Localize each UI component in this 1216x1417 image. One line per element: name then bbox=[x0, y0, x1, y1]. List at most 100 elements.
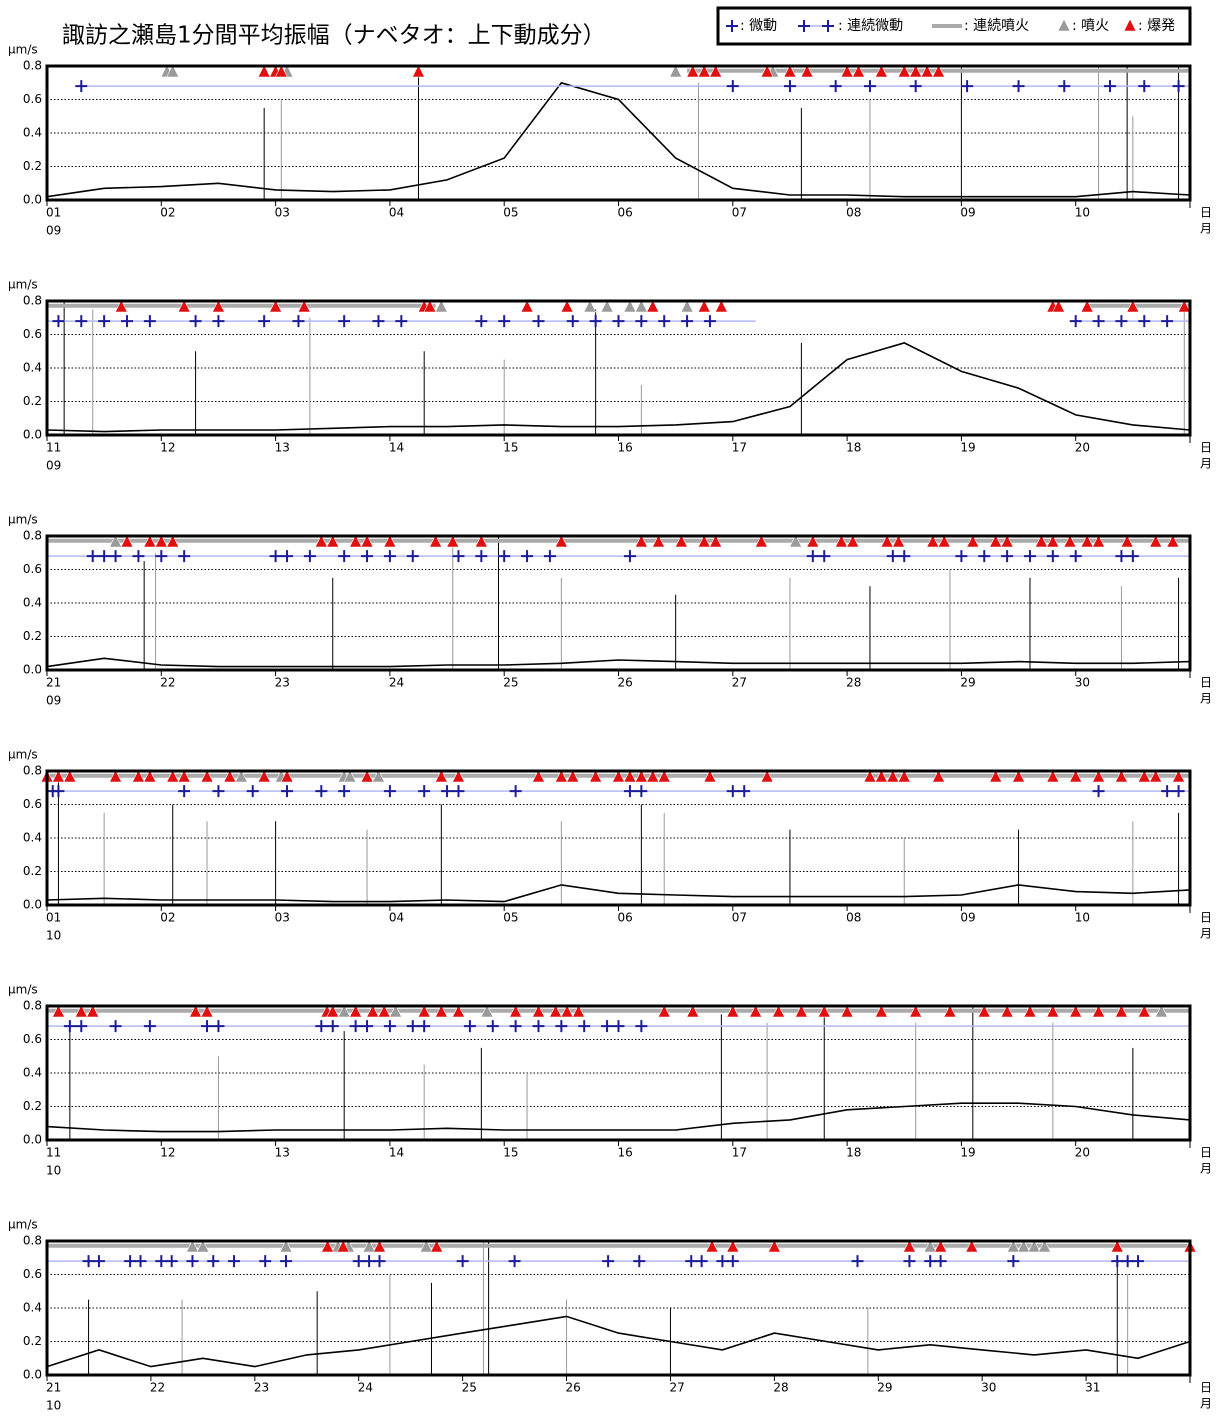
explosion-marker bbox=[1092, 534, 1106, 548]
explosion-marker bbox=[1023, 1004, 1037, 1018]
tremor-cross bbox=[822, 20, 834, 32]
tremor-cross bbox=[612, 315, 625, 328]
explosion-marker bbox=[51, 1004, 65, 1018]
x-tick-label: 03 bbox=[275, 206, 290, 220]
tremor-cross bbox=[1012, 80, 1025, 93]
x-tick-label: 02 bbox=[160, 206, 175, 220]
tremor-marker bbox=[338, 785, 351, 798]
eruption-marker bbox=[234, 769, 248, 783]
tremor-cross bbox=[475, 315, 488, 328]
tremor-cross bbox=[338, 315, 351, 328]
y-tick-label: 0.2 bbox=[23, 864, 42, 878]
tremor-marker bbox=[1001, 550, 1014, 563]
explosion-marker bbox=[852, 64, 866, 78]
explosion-marker bbox=[589, 769, 603, 783]
month-unit: 月 bbox=[1200, 222, 1212, 236]
tremor-marker bbox=[189, 315, 202, 328]
day-unit: 日 bbox=[1200, 441, 1212, 455]
x-tick-label: 19 bbox=[960, 1146, 975, 1160]
explosion-marker bbox=[767, 1239, 781, 1253]
tremor-marker bbox=[633, 1255, 646, 1268]
tremor-marker bbox=[363, 1255, 376, 1268]
y-unit: μm/s bbox=[8, 278, 38, 292]
explosion-marker bbox=[223, 769, 237, 783]
explosion-marker bbox=[1092, 769, 1106, 783]
tremor-marker bbox=[1115, 315, 1128, 328]
tremor-marker bbox=[1092, 785, 1105, 798]
explosion-marker bbox=[166, 769, 180, 783]
tremor-cross bbox=[726, 80, 739, 93]
tremor-cross bbox=[1161, 785, 1174, 798]
tremor-cross bbox=[863, 80, 876, 93]
legend-label: : 微動 bbox=[740, 18, 777, 34]
amplitude-line bbox=[46, 657, 1191, 668]
explosion-marker bbox=[434, 769, 448, 783]
explosion-marker bbox=[726, 1239, 740, 1253]
tremor-cross bbox=[695, 1255, 708, 1268]
tremor-cross bbox=[532, 315, 545, 328]
explosion-marker bbox=[51, 769, 65, 783]
explosion-marker bbox=[1126, 299, 1140, 313]
tremor-marker bbox=[475, 550, 488, 563]
y-tick-label: 0.8 bbox=[23, 1234, 42, 1248]
tremor-marker bbox=[259, 1255, 272, 1268]
tremor-marker bbox=[685, 1255, 698, 1268]
tremor-marker bbox=[52, 785, 65, 798]
x-tick-label: 22 bbox=[160, 676, 175, 690]
explosion-marker bbox=[143, 769, 157, 783]
tremor-marker bbox=[1069, 315, 1082, 328]
tremor-marker bbox=[475, 315, 488, 328]
tremor-marker bbox=[98, 315, 111, 328]
y-tick-label: 0.2 bbox=[23, 159, 42, 173]
x-tick-label: 29 bbox=[960, 676, 975, 690]
eruption-marker bbox=[371, 769, 385, 783]
month-label: 09 bbox=[46, 694, 61, 708]
x-tick-label: 17 bbox=[732, 441, 747, 455]
explosion-marker bbox=[554, 769, 568, 783]
tremor-marker bbox=[1023, 550, 1036, 563]
tremor-marker bbox=[1126, 550, 1139, 563]
tremor-marker bbox=[978, 550, 991, 563]
explosion-marker bbox=[1149, 534, 1163, 548]
x-tick-label: 28 bbox=[846, 676, 861, 690]
tremor-cross bbox=[189, 315, 202, 328]
tremor-cross bbox=[726, 785, 739, 798]
explosion-marker bbox=[726, 1004, 740, 1018]
explosion-marker bbox=[634, 534, 648, 548]
tremor-cross bbox=[589, 315, 602, 328]
tremor-marker bbox=[806, 550, 819, 563]
tremor-cross bbox=[1138, 80, 1151, 93]
tremor-marker bbox=[695, 1255, 708, 1268]
eruption-marker bbox=[1154, 1004, 1168, 1018]
explosion-marker bbox=[874, 64, 888, 78]
tremor-cross bbox=[886, 550, 899, 563]
tremor-marker bbox=[326, 1020, 339, 1033]
x-tick-label: 16 bbox=[618, 441, 633, 455]
explosion-marker bbox=[874, 1004, 888, 1018]
explosion-marker bbox=[760, 64, 774, 78]
tremor-cross bbox=[566, 315, 579, 328]
eruption-marker bbox=[480, 1004, 494, 1018]
explosion-marker bbox=[686, 64, 700, 78]
x-tick-label: 13 bbox=[275, 1146, 290, 1160]
month-label: 10 bbox=[46, 929, 61, 943]
x-tick-label: 25 bbox=[503, 676, 518, 690]
x-tick-label: 10 bbox=[1075, 206, 1090, 220]
x-tick-label: 24 bbox=[358, 1381, 373, 1395]
explosion-marker bbox=[800, 64, 814, 78]
tremor-cross bbox=[978, 550, 991, 563]
x-tick-label: 28 bbox=[773, 1381, 788, 1395]
tremor-cross bbox=[1058, 80, 1071, 93]
explosion-marker bbox=[1166, 534, 1180, 548]
explosion-marker bbox=[697, 299, 711, 313]
explosion-marker bbox=[794, 1004, 808, 1018]
y-unit: μm/s bbox=[8, 748, 38, 762]
explosion-marker bbox=[646, 769, 660, 783]
y-tick-label: 0.4 bbox=[23, 1301, 42, 1315]
explosion-marker bbox=[989, 534, 1003, 548]
x-tick-label: 23 bbox=[254, 1381, 269, 1395]
tremor-marker bbox=[1121, 1255, 1134, 1268]
tremor-cross bbox=[635, 785, 648, 798]
x-tick-label: 06 bbox=[618, 911, 633, 925]
tremor-cross bbox=[623, 550, 636, 563]
